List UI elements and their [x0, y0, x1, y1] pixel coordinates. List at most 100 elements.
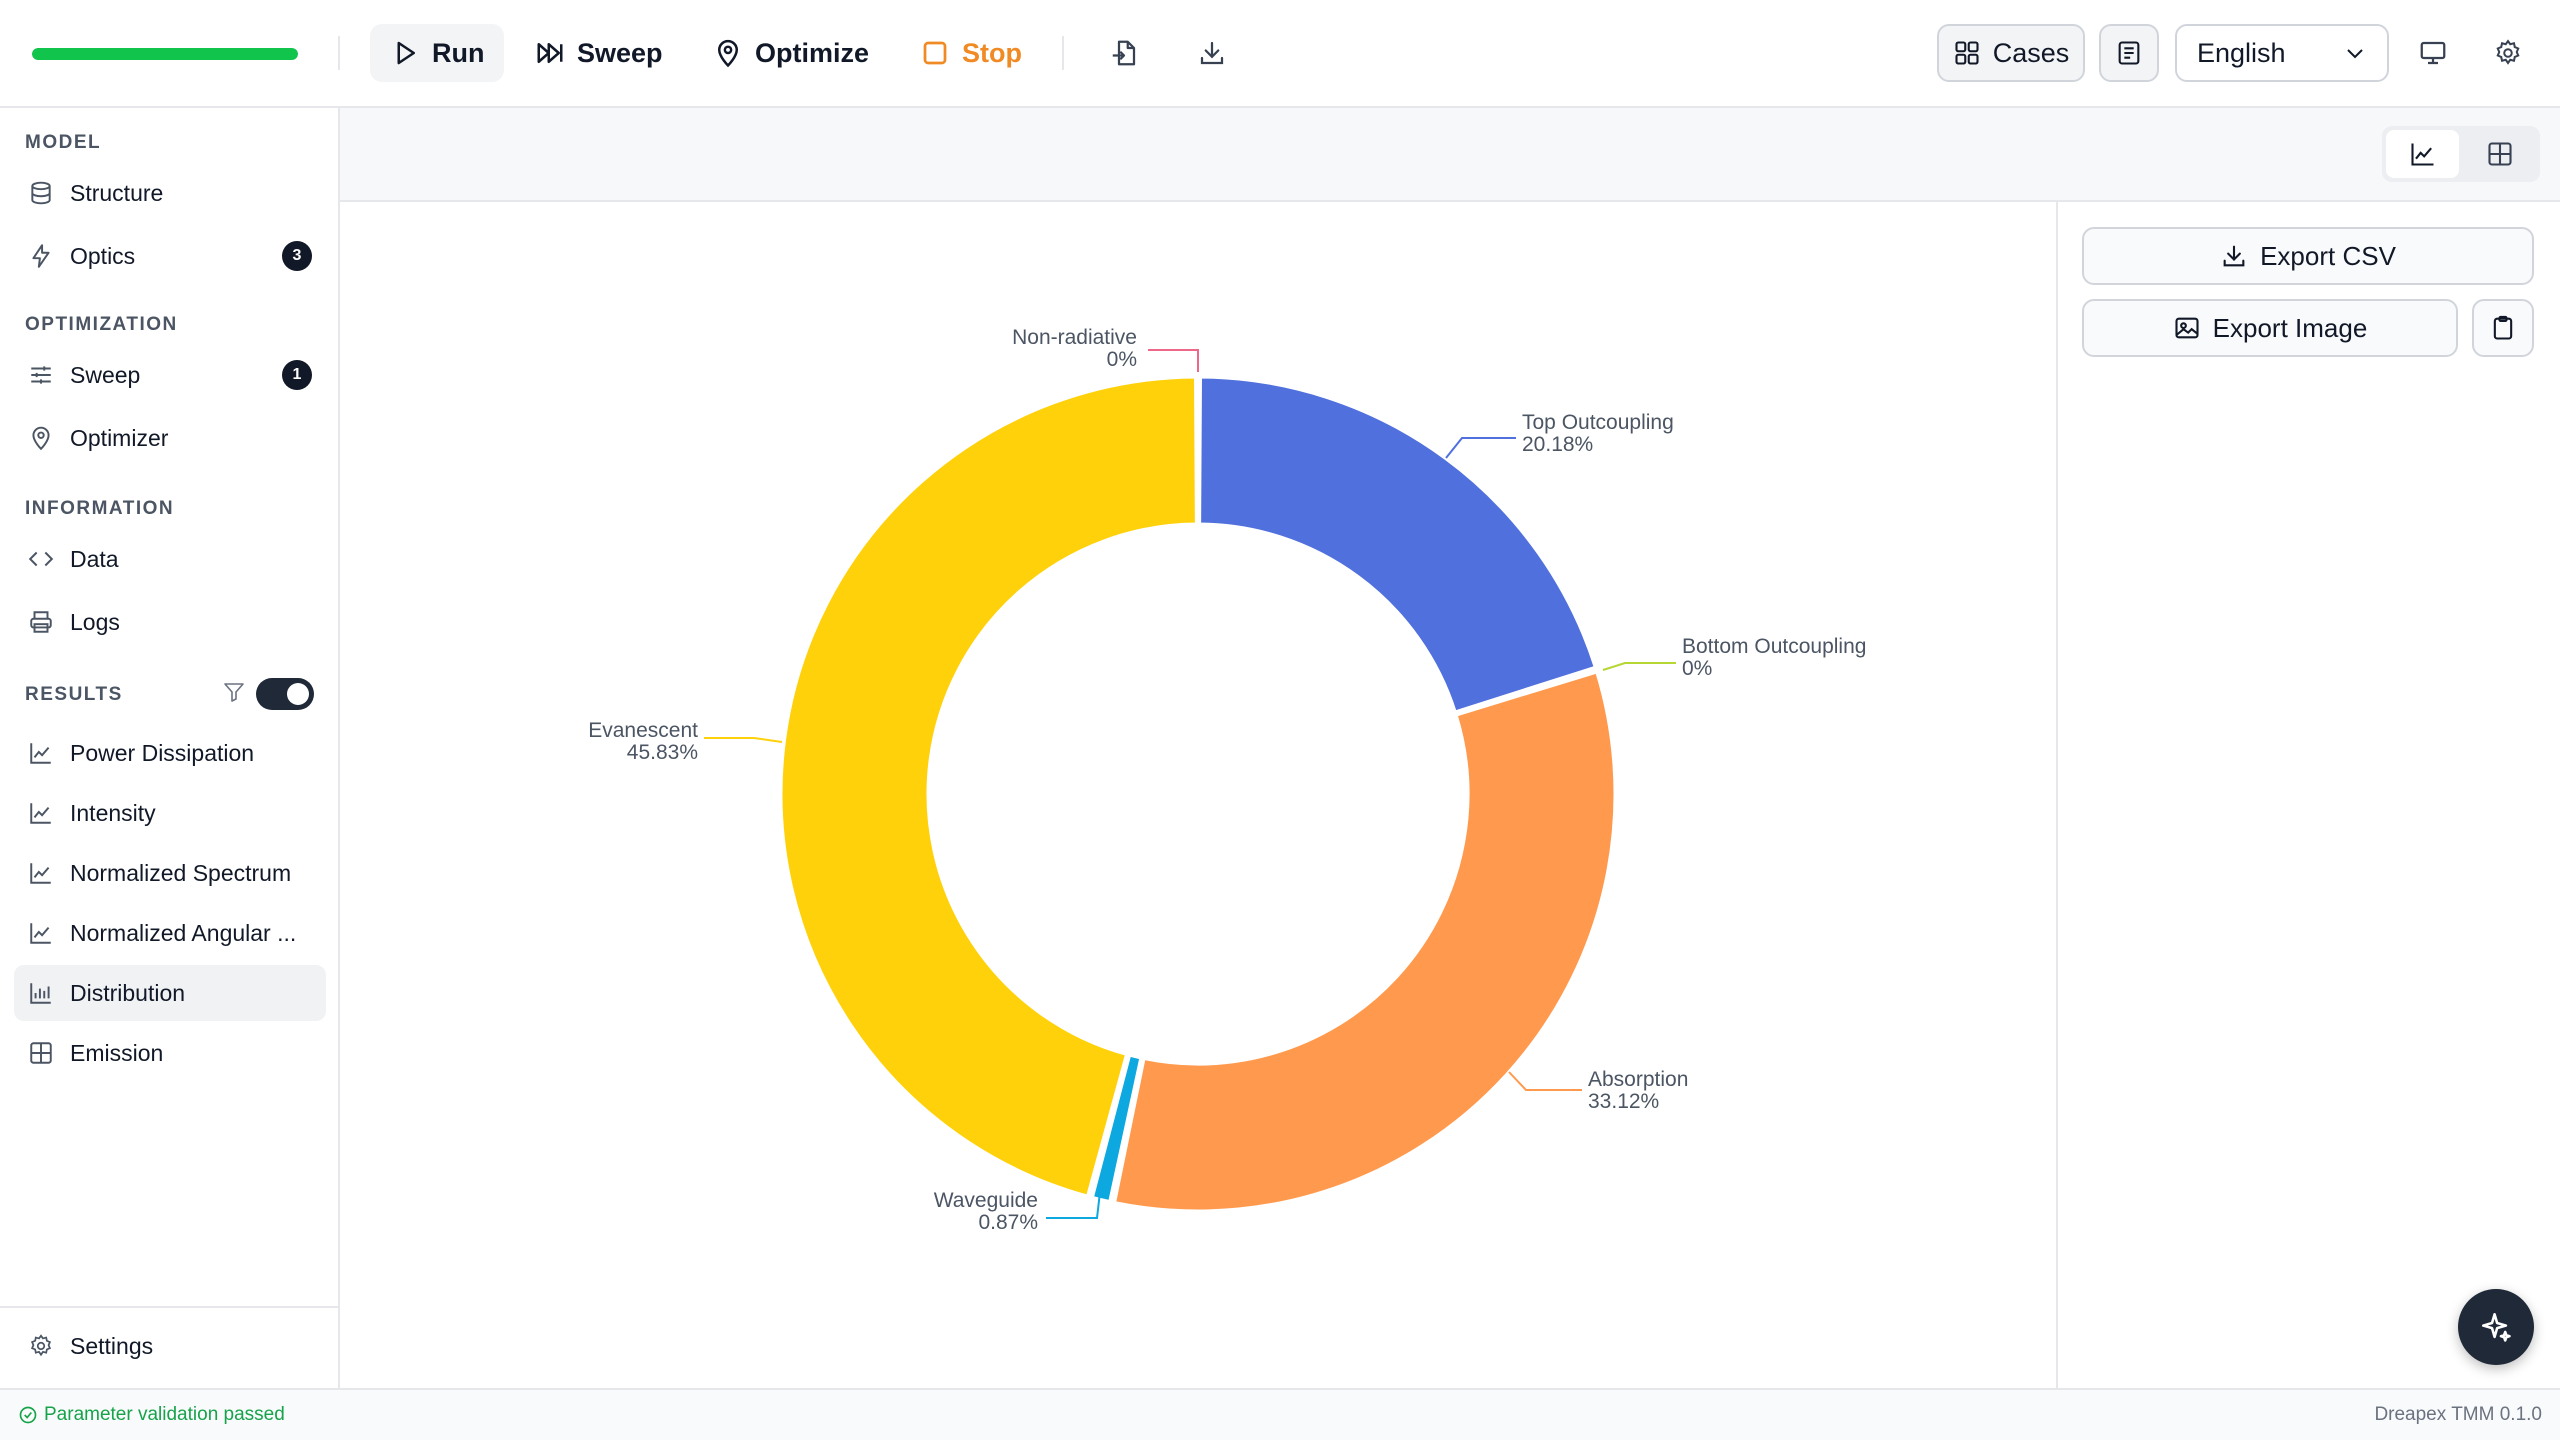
sidebar-item-label: Intensity: [70, 799, 156, 826]
sidebar-item-sweep[interactable]: Sweep 1: [14, 347, 326, 403]
sidebar-item-label: Sweep: [70, 361, 141, 388]
filter-icon[interactable]: [222, 680, 246, 704]
slice-value-label: 20.18%: [1522, 433, 1593, 456]
sliders-icon: [31, 366, 51, 384]
table-view-button[interactable]: [2463, 130, 2536, 178]
clipboard-icon: [2493, 315, 2513, 340]
progress-fill: [32, 48, 298, 60]
donut-slice-absorption[interactable]: [1113, 670, 1617, 1213]
count-badge: 1: [282, 360, 312, 390]
slice-category-label: Non-radiative: [1012, 326, 1137, 349]
play-icon: [397, 41, 415, 65]
stop-button[interactable]: Stop: [900, 24, 1042, 82]
slice-category-label: Bottom Outcoupling: [1682, 635, 1866, 658]
slice-category-label: Top Outcoupling: [1522, 411, 1674, 434]
slice-value-label: 0%: [1682, 657, 1712, 680]
donut-slice-top-outcoupling[interactable]: [1198, 375, 1597, 714]
language-value: English: [2197, 37, 2286, 68]
fast-forward-icon: [537, 43, 563, 63]
sidebar: MODEL Structure Optics 3 OPTIMIZATION Sw…: [0, 108, 340, 1388]
printer-icon: [30, 611, 52, 633]
language-select[interactable]: English: [2175, 24, 2389, 82]
copy-clipboard-button[interactable]: [2472, 299, 2534, 357]
sidebar-item-label: Power Dissipation: [70, 739, 255, 766]
sidebar-item-label: Logs: [70, 608, 120, 635]
sidebar-item-label: Normalized Spectrum: [70, 859, 292, 886]
sidebar-item-normalized-spectrum[interactable]: Normalized Spectrum: [14, 845, 326, 901]
donut-slice-evanescent[interactable]: [779, 375, 1198, 1198]
slice-value-label: 0%: [1107, 348, 1137, 371]
display-button[interactable]: [2408, 28, 2458, 78]
label-leader-line: [1148, 349, 1199, 372]
sidebar-item-settings[interactable]: Settings: [14, 1318, 326, 1374]
map-pin-icon: [717, 39, 739, 68]
label-leader-line: [1445, 437, 1516, 459]
download-button[interactable]: [1187, 28, 1237, 78]
sidebar-item-normalized-angular[interactable]: Normalized Angular ...: [14, 905, 326, 961]
export-csv-button[interactable]: Export CSV: [2082, 227, 2534, 285]
sidebar-item-label: Structure: [70, 179, 164, 206]
section-label-results: RESULTS: [25, 684, 123, 705]
settings-label: Settings: [70, 1332, 154, 1359]
image-icon: [2175, 317, 2199, 339]
sidebar-item-label: Distribution: [70, 979, 186, 1006]
sidebar-item-optimizer[interactable]: Optimizer: [14, 410, 326, 466]
sidebar-item-emission[interactable]: Emission: [14, 1025, 326, 1081]
sidebar-item-optics[interactable]: Optics 3: [14, 228, 326, 284]
section-label-model: MODEL: [25, 132, 102, 153]
export-panel: Export CSV Export Image: [2056, 202, 2560, 1388]
cases-button[interactable]: Cases: [1937, 24, 2085, 82]
chart-view-button[interactable]: [2386, 130, 2459, 178]
donut-slice-waveguide[interactable]: [1090, 1053, 1143, 1204]
label-leader-line: [1046, 1191, 1101, 1219]
line-chart-icon: [30, 743, 51, 764]
sidebar-item-distribution[interactable]: Distribution: [14, 965, 326, 1021]
line-chart-icon: [2410, 143, 2433, 166]
map-pin-icon: [32, 426, 50, 451]
validation-status: Parameter validation passed: [18, 1404, 285, 1426]
run-label: Run: [432, 37, 485, 68]
run-button[interactable]: Run: [370, 24, 505, 82]
chart-area: Non-radiative 0% Top Outcoupling 20.18% Bott…: [340, 202, 2056, 1388]
sidebar-item-structure[interactable]: Structure: [14, 165, 326, 221]
slice-value-label: 33.12%: [1588, 1090, 1659, 1113]
code-icon: [28, 551, 54, 567]
sidebar-item-power-dissipation[interactable]: Power Dissipation: [14, 725, 326, 781]
slice-value-label: 0.87%: [978, 1211, 1038, 1234]
grid-icon: [30, 1042, 52, 1064]
sparkles-icon: [2481, 1312, 2511, 1342]
toolbar-divider: [338, 36, 340, 70]
import-button[interactable]: [1099, 28, 1149, 78]
document-button[interactable]: [2099, 24, 2159, 82]
sweep-button[interactable]: Sweep: [515, 24, 683, 82]
check-circle-icon: [19, 1406, 37, 1424]
sidebar-item-logs[interactable]: Logs: [14, 594, 326, 650]
slice-category-label: Waveguide: [934, 1189, 1038, 1212]
slice-category-label: Absorption: [1588, 1068, 1688, 1091]
export-image-button[interactable]: Export Image: [2082, 299, 2458, 357]
count-badge: 3: [282, 241, 312, 271]
line-chart-icon: [30, 803, 51, 824]
stop-label: Stop: [962, 37, 1022, 68]
lightning-icon: [32, 244, 50, 268]
label-leader-line: [704, 737, 783, 743]
view-mode-toggle: [2382, 126, 2540, 182]
ai-assistant-button[interactable]: [2458, 1289, 2534, 1365]
results-filter-toggle[interactable]: [256, 678, 314, 710]
toggle-knob: [287, 683, 309, 705]
optimize-button[interactable]: Optimize: [693, 24, 889, 82]
sweep-label: Sweep: [577, 37, 663, 68]
sidebar-item-intensity[interactable]: Intensity: [14, 785, 326, 841]
settings-button[interactable]: [2483, 28, 2533, 78]
chart-header: [340, 108, 2560, 202]
sidebar-item-data[interactable]: Data: [14, 531, 326, 587]
gear-icon: [2496, 39, 2520, 65]
section-label-optimization: OPTIMIZATION: [25, 314, 178, 335]
bar-chart-icon: [30, 983, 51, 1004]
label-leader-line: [1508, 1071, 1582, 1091]
status-message: Parameter validation passed: [44, 1404, 285, 1425]
toolbar-divider: [1062, 36, 1064, 70]
line-chart-icon: [30, 863, 51, 884]
optimize-label: Optimize: [755, 37, 870, 68]
